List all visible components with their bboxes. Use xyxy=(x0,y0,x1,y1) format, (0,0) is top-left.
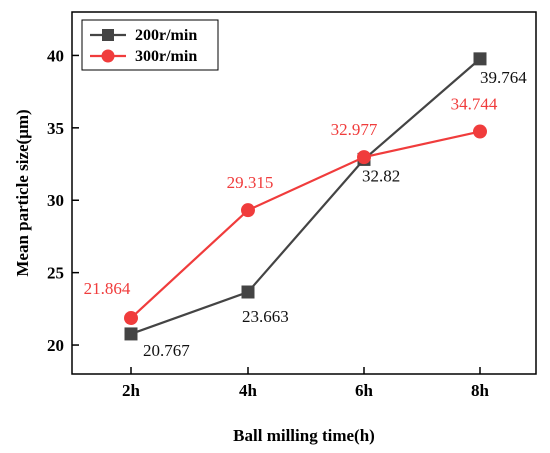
plot-frame xyxy=(71,11,537,375)
legend-marker xyxy=(102,29,114,41)
y-tick-label: 35 xyxy=(47,119,64,138)
data-label: 23.663 xyxy=(242,307,289,326)
legend-item: 300r/min xyxy=(90,48,197,65)
data-label: 34.744 xyxy=(451,95,498,114)
data-point xyxy=(241,203,255,218)
data-label: 39.764 xyxy=(480,68,527,87)
x-axis-title: Ball milling time(h) xyxy=(233,426,375,445)
x-tick-label: 4h xyxy=(239,381,258,400)
data-point xyxy=(241,285,255,299)
data-label: 20.767 xyxy=(143,341,190,360)
data-label: 21.864 xyxy=(84,279,131,298)
x-tick-label: 6h xyxy=(355,381,374,400)
legend: 200r/min 300r/min xyxy=(81,19,219,71)
series-2: 21.864 29.315 32.977 34.744 xyxy=(84,95,498,326)
series-1: 20.767 23.663 32.82 39.764 xyxy=(124,52,527,360)
y-tick-label: 40 xyxy=(47,46,64,65)
data-label: 32.977 xyxy=(331,120,378,139)
data-point xyxy=(473,52,487,66)
x-tick-label: 8h xyxy=(471,381,490,400)
y-axis-title: Mean particle size(μm) xyxy=(13,109,32,276)
y-tick-label: 25 xyxy=(47,264,64,283)
y-tick-label: 20 xyxy=(47,336,64,355)
data-point xyxy=(357,150,371,165)
x-tick-label: 2h xyxy=(122,381,141,400)
data-point xyxy=(473,124,487,139)
data-point xyxy=(124,327,138,341)
y-tick-label: 30 xyxy=(47,191,64,210)
legend-box xyxy=(81,19,219,71)
series-line xyxy=(130,58,481,335)
data-label: 29.315 xyxy=(227,173,274,192)
legend-label: 200r/min xyxy=(135,27,197,44)
series-layer: 20.767 23.663 32.82 39.764 21.864 29.315 32.97… xyxy=(84,52,527,360)
x-axis: 2h 4h 6h 8h xyxy=(122,367,490,400)
series-line xyxy=(130,130,481,319)
y-axis: 20 25 30 35 40 xyxy=(47,46,79,355)
data-point xyxy=(124,311,138,326)
legend-label: 300r/min xyxy=(135,48,197,65)
legend-item: 200r/min xyxy=(90,27,197,44)
data-label: 32.82 xyxy=(362,166,400,185)
legend-marker xyxy=(101,49,115,63)
